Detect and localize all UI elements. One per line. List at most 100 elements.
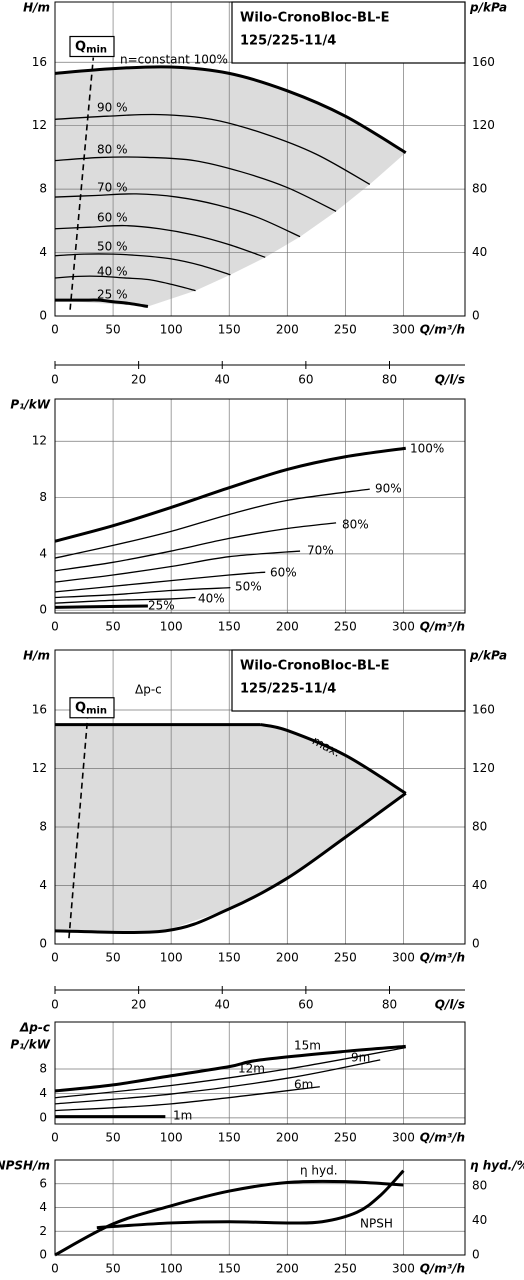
y-tick-label: 12 bbox=[32, 434, 47, 448]
x-tick-label: 0 bbox=[51, 373, 59, 387]
chart: 0 50 100 150 200 250 300 Q/m³/h 0 2 4 6 0 40 80 NPSH/m η… bbox=[0, 1159, 524, 1276]
operating-range bbox=[55, 67, 406, 307]
x-tick-label: 50 bbox=[105, 620, 120, 634]
curve bbox=[54, 604, 148, 609]
curve bbox=[54, 587, 231, 599]
x-tick-label: 0 bbox=[51, 1262, 59, 1276]
x-tick-label: 200 bbox=[276, 1262, 299, 1276]
x-tick-label: 100 bbox=[160, 1131, 183, 1145]
x-tick-label: 200 bbox=[276, 951, 299, 965]
curve-label: 90 % bbox=[97, 101, 128, 115]
y-tick-label: 16 bbox=[32, 55, 47, 69]
curve-label: 50 % bbox=[97, 240, 128, 254]
x-tick-label: 0 bbox=[51, 998, 59, 1012]
x-tick-label: 0 bbox=[51, 951, 59, 965]
y-axis-label: P₁/kW bbox=[10, 398, 50, 412]
curve-label: 70 % bbox=[97, 181, 128, 195]
y2-tick-label: 120 bbox=[472, 761, 495, 775]
qmin-symbol: Q bbox=[75, 39, 86, 54]
title: Wilo-CronoBloc-BL-E bbox=[240, 11, 390, 26]
x-axis-label: Q/l/s bbox=[435, 373, 465, 387]
curve bbox=[54, 1086, 320, 1112]
y-axis-label: Δp-c bbox=[19, 1021, 50, 1035]
x-axis-label: Q/m³/h bbox=[420, 620, 465, 634]
curve-label: 12m bbox=[238, 1062, 265, 1076]
x-axis-label: Q/m³/h bbox=[420, 951, 465, 965]
x-tick-label: 0 bbox=[51, 323, 59, 337]
x-tick-label: 60 bbox=[298, 373, 313, 387]
x-tick-label: 100 bbox=[160, 323, 183, 337]
curve bbox=[54, 1047, 406, 1099]
curve-label: 60 % bbox=[97, 211, 128, 225]
y2-axis-label: p/kPa bbox=[469, 1, 507, 15]
y-tick-label: 0 bbox=[39, 603, 47, 617]
curve-label: η hyd. bbox=[300, 1164, 338, 1178]
title: 125/225-11/4 bbox=[240, 34, 336, 49]
title-box bbox=[231, 649, 466, 712]
curve bbox=[54, 522, 337, 572]
title: Wilo-CronoBloc-BL-E bbox=[240, 659, 390, 674]
qmin-line bbox=[69, 57, 95, 310]
x-tick-label: 80 bbox=[382, 998, 397, 1012]
y2-tick-label: 40 bbox=[472, 1213, 487, 1227]
y-tick-label: 0 bbox=[39, 1110, 47, 1124]
x-tick-label: 50 bbox=[105, 1131, 120, 1145]
y-tick-label: 4 bbox=[39, 1086, 47, 1100]
curve-label: 15m bbox=[294, 1039, 321, 1053]
x-axis-label: Q/m³/h bbox=[420, 323, 465, 337]
y-tick-label: 4 bbox=[39, 1200, 47, 1214]
x-tick-label: 300 bbox=[392, 620, 415, 634]
x-tick-label: 0 bbox=[51, 620, 59, 634]
y-tick-label: 12 bbox=[32, 761, 47, 775]
curve-label: NPSH bbox=[360, 1217, 393, 1231]
y2-tick-label: 80 bbox=[472, 1178, 487, 1192]
chart: 0 50 100 150 200 250 300 Q/m³/h 0 4 8 Δp-c P₁/kW 15m 1… bbox=[10, 1021, 466, 1145]
chart: 0 50 100 150 200 250 300 Q/m³/h 0 4 8 12 P₁/kW 100% 90… bbox=[10, 398, 466, 634]
y-axis-label: P₁/kW bbox=[10, 1038, 50, 1052]
plot-border bbox=[54, 1021, 466, 1125]
x-tick-label: 80 bbox=[382, 373, 397, 387]
curve-label: 25 % bbox=[97, 288, 128, 302]
curve-label: Δp-c bbox=[135, 683, 162, 697]
y-tick-label: 4 bbox=[39, 878, 47, 892]
curve bbox=[55, 298, 149, 308]
qmin-symbol: Q bbox=[75, 700, 86, 715]
chart: 0 50 100 150 200 250 300 Q/m³/h0481216040801201… bbox=[23, 1, 507, 337]
y2-tick-label: 80 bbox=[472, 182, 487, 196]
y-tick-label: 8 bbox=[39, 182, 47, 196]
plot-border bbox=[54, 398, 466, 614]
x-tick-label: 50 bbox=[105, 323, 120, 337]
title-box bbox=[231, 1, 466, 64]
curve bbox=[96, 1169, 405, 1230]
y-tick-label: 0 bbox=[39, 309, 47, 323]
x-axis-label: Q/m³/h bbox=[420, 1131, 465, 1145]
x-tick-label: 250 bbox=[334, 1262, 357, 1276]
x-tick-label: 50 bbox=[105, 951, 120, 965]
title: 125/225-11/4 bbox=[240, 682, 336, 697]
qmin-subscript: min bbox=[86, 706, 107, 717]
y-tick-label: 4 bbox=[39, 245, 47, 259]
qmin-subscript: min bbox=[86, 45, 107, 56]
curve-label: 9m bbox=[351, 1051, 370, 1065]
curve bbox=[54, 488, 370, 559]
y2-tick-label: 0 bbox=[472, 1248, 480, 1262]
curve-label: 40 % bbox=[97, 265, 128, 279]
y-tick-label: 0 bbox=[39, 1248, 47, 1262]
x-tick-label: 0 bbox=[51, 1131, 59, 1145]
curve bbox=[54, 1044, 406, 1093]
curve-label: 70% bbox=[307, 544, 334, 558]
curve bbox=[54, 156, 337, 212]
curve bbox=[54, 571, 266, 593]
curve-label: n=constant 100% bbox=[120, 53, 228, 67]
y-tick-label: 4 bbox=[39, 546, 47, 560]
curve-label: 6m bbox=[294, 1078, 313, 1092]
x-tick-label: 250 bbox=[334, 951, 357, 965]
qmin-box bbox=[69, 35, 115, 58]
curve bbox=[54, 253, 231, 276]
y-tick-label: 2 bbox=[39, 1224, 47, 1238]
x-tick-label: 250 bbox=[334, 1131, 357, 1145]
curve bbox=[54, 596, 196, 604]
y-tick-label: 8 bbox=[39, 819, 47, 833]
y2-tick-label: 160 bbox=[472, 55, 495, 69]
curve bbox=[54, 1179, 404, 1257]
